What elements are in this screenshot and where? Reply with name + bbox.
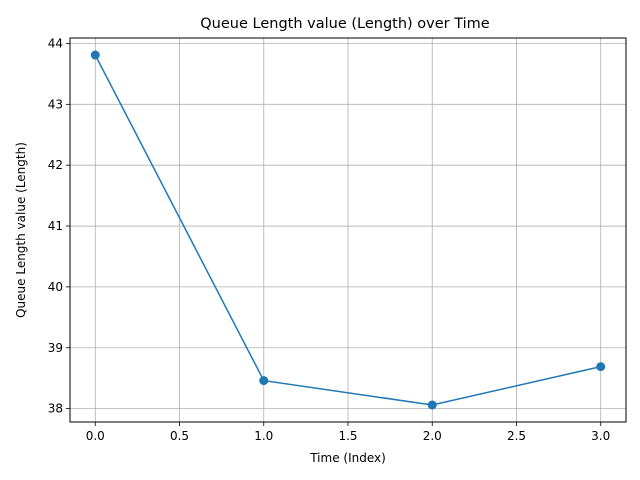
y-tick-label: 40 xyxy=(48,280,63,294)
series-layer xyxy=(90,50,606,410)
y-tick-label: 38 xyxy=(48,402,63,416)
x-tick-label: 2.5 xyxy=(507,429,526,443)
y-tick-label: 42 xyxy=(48,158,63,172)
data-point xyxy=(427,400,437,410)
y-tick-label: 44 xyxy=(48,36,63,50)
data-point xyxy=(90,50,100,60)
y-tick-label: 43 xyxy=(48,97,63,111)
y-tick-label: 41 xyxy=(48,219,63,233)
data-point xyxy=(259,376,269,386)
series-line xyxy=(94,54,601,406)
y-axis-title: Queue Length value (Length) xyxy=(14,142,28,318)
x-tick-label: 1.5 xyxy=(338,429,357,443)
ticks: 0.0 0.5 1.0 1.5 2.0 2.5 3.0 38 39 40 41 42 43 44 xyxy=(48,36,611,443)
y-tick-label: 39 xyxy=(48,341,63,355)
x-tick-label: 0.0 xyxy=(86,429,105,443)
x-tick-label: 2.0 xyxy=(423,429,442,443)
x-tick-label: 3.0 xyxy=(591,429,610,443)
x-tick-label: 0.5 xyxy=(170,429,189,443)
x-tick-label: 1.0 xyxy=(254,429,273,443)
data-point xyxy=(596,362,606,372)
chart-title: Queue Length value (Length) over Time xyxy=(200,16,490,32)
x-axis-title: Time (Index) xyxy=(309,451,386,465)
grid xyxy=(70,38,626,422)
